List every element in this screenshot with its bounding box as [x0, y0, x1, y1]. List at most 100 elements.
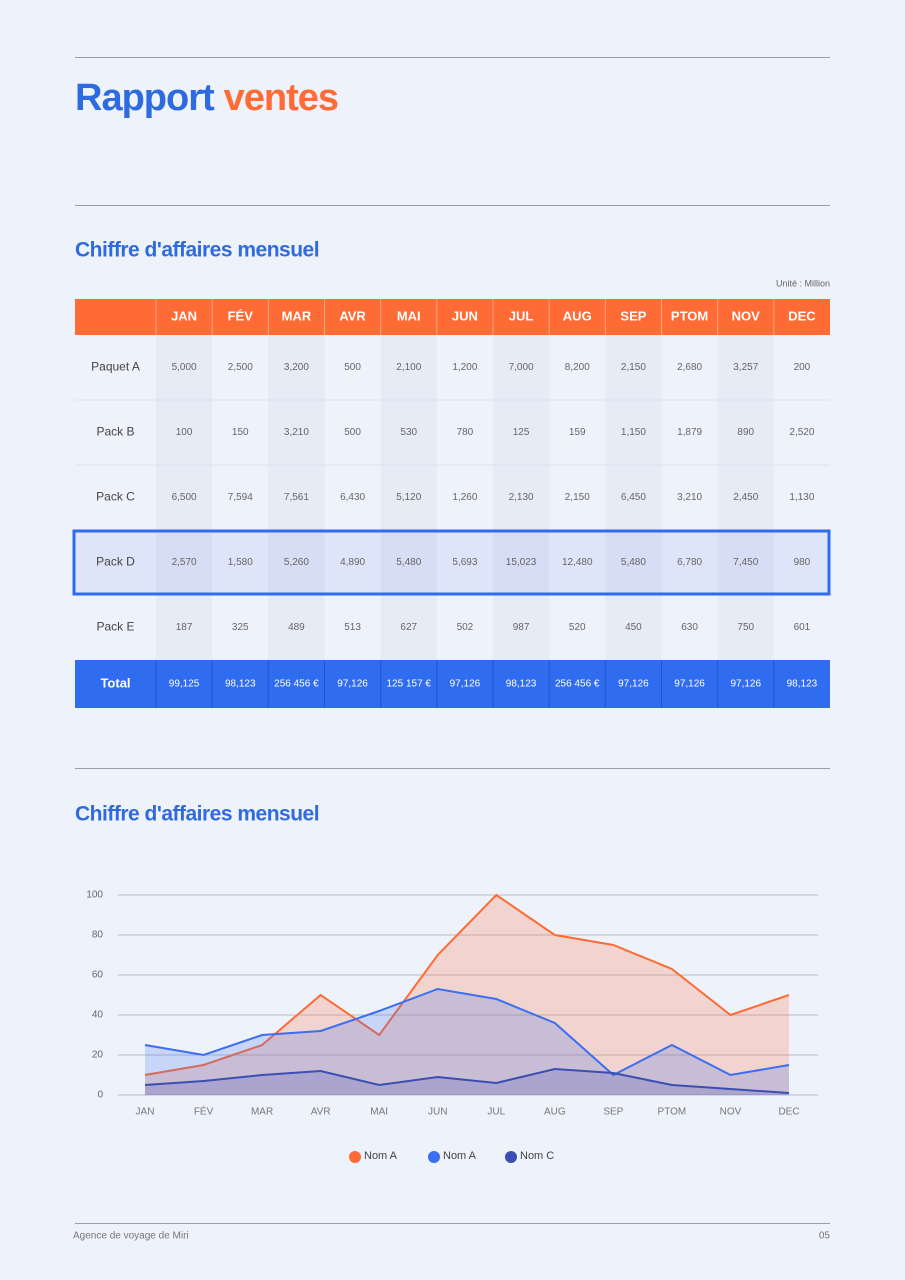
- total-value: 256 456 €: [555, 679, 600, 690]
- cell-value: 2,130: [509, 492, 534, 503]
- cell-value: 325: [232, 622, 249, 633]
- total-value: 97,126: [450, 679, 481, 690]
- cell-shade: [717, 595, 774, 660]
- cell-value: 4,890: [340, 557, 365, 568]
- cell-value: 3,210: [284, 427, 309, 438]
- footer-text: Agence de voyage de Miri: [73, 1231, 189, 1242]
- cell-value: 159: [569, 427, 586, 438]
- x-tick-label: AVR: [311, 1107, 331, 1118]
- cell-shade: [380, 335, 437, 400]
- cell-value: 520: [569, 622, 586, 633]
- cell-value: 125: [513, 427, 530, 438]
- cell-value: 6,500: [172, 492, 197, 503]
- cell-shade: [156, 335, 213, 400]
- cell-value: 489: [288, 622, 305, 633]
- cell-value: 187: [176, 622, 193, 633]
- cell-value: 500: [344, 362, 361, 373]
- legend-label: Nom C: [520, 1150, 554, 1162]
- total-row-bg: [75, 660, 830, 708]
- cell-value: 5,120: [396, 492, 421, 503]
- y-tick-label: 0: [97, 1090, 103, 1101]
- column-header: AVR: [339, 308, 366, 323]
- y-tick-label: 40: [92, 1010, 104, 1021]
- cell-shade: [380, 595, 437, 660]
- column-header: MAR: [282, 308, 312, 323]
- cell-shade: [717, 400, 774, 465]
- x-tick-label: JUN: [428, 1107, 447, 1118]
- cell-shade: [717, 465, 774, 530]
- column-header: SEP: [620, 308, 646, 323]
- column-header: JUN: [452, 308, 478, 323]
- cell-value: 601: [794, 622, 811, 633]
- column-header: NOV: [732, 308, 761, 323]
- cell-value: 100: [176, 427, 193, 438]
- legend-label: Nom A: [364, 1150, 398, 1162]
- x-tick-label: MAI: [370, 1107, 388, 1118]
- cell-value: 1,150: [621, 427, 646, 438]
- column-header: PTOM: [671, 308, 708, 323]
- total-value: 98,123: [225, 679, 256, 690]
- y-tick-label: 80: [92, 930, 104, 941]
- total-value: 125 157 €: [387, 679, 432, 690]
- x-tick-label: NOV: [720, 1107, 742, 1118]
- cell-value: 2,570: [172, 557, 197, 568]
- cell-shade: [156, 465, 213, 530]
- cell-value: 2,500: [228, 362, 253, 373]
- cell-value: 1,580: [228, 557, 253, 568]
- area-line: [144, 893, 790, 1076]
- cell-shade: [493, 335, 550, 400]
- cell-value: 2,520: [789, 427, 814, 438]
- title-first: Rapport: [75, 77, 215, 119]
- cell-value: 7,000: [509, 362, 534, 373]
- cell-shade: [268, 400, 325, 465]
- x-tick-label: JAN: [136, 1107, 155, 1118]
- area-line: [144, 1067, 790, 1094]
- cell-value: 7,594: [228, 492, 253, 503]
- cell-value: 2,450: [733, 492, 758, 503]
- cell-shade: [380, 400, 437, 465]
- page-title: Rapport ventes: [75, 77, 338, 119]
- cell-value: 450: [625, 622, 642, 633]
- cell-value: 7,450: [733, 557, 758, 568]
- cell-shade: [380, 530, 437, 595]
- cell-shade: [605, 595, 662, 660]
- y-tick-label: 20: [92, 1050, 104, 1061]
- cell-value: 980: [794, 557, 811, 568]
- cell-value: 627: [400, 622, 417, 633]
- cell-value: 513: [344, 622, 361, 633]
- x-tick-label: FÉV: [194, 1105, 214, 1118]
- total-value: 98,123: [787, 679, 818, 690]
- y-tick-label: 60: [92, 970, 104, 981]
- x-tick-label: PTOM: [658, 1107, 687, 1118]
- x-tick-label: DEC: [778, 1107, 799, 1118]
- column-header: JAN: [171, 308, 197, 323]
- cell-shade: [493, 595, 550, 660]
- total-value: 99,125: [169, 679, 200, 690]
- table-header-bg: [75, 299, 830, 335]
- cell-shade: [268, 595, 325, 660]
- row-label: Pack D: [96, 555, 135, 569]
- cell-value: 502: [457, 622, 474, 633]
- total-value: 97,126: [674, 679, 705, 690]
- cell-value: 1,260: [452, 492, 477, 503]
- row-label: Paquet A: [91, 360, 140, 374]
- cell-shade: [493, 530, 550, 595]
- x-tick-label: JUL: [487, 1107, 505, 1118]
- title-second: ventes: [224, 77, 338, 119]
- cell-shade: [268, 465, 325, 530]
- total-value: 97,126: [618, 679, 649, 690]
- x-tick-label: AUG: [544, 1107, 566, 1118]
- cell-value: 5,480: [396, 557, 421, 568]
- unit-note: Unité : Million: [776, 278, 830, 288]
- cell-value: 780: [457, 427, 474, 438]
- cell-shade: [605, 530, 662, 595]
- cell-value: 2,100: [396, 362, 421, 373]
- cell-value: 630: [681, 622, 698, 633]
- total-value: 97,126: [730, 679, 761, 690]
- cell-shade: [717, 530, 774, 595]
- cell-shade: [493, 465, 550, 530]
- cell-shade: [268, 335, 325, 400]
- row-label: Pack E: [96, 620, 134, 634]
- legend-swatch: [349, 1151, 361, 1163]
